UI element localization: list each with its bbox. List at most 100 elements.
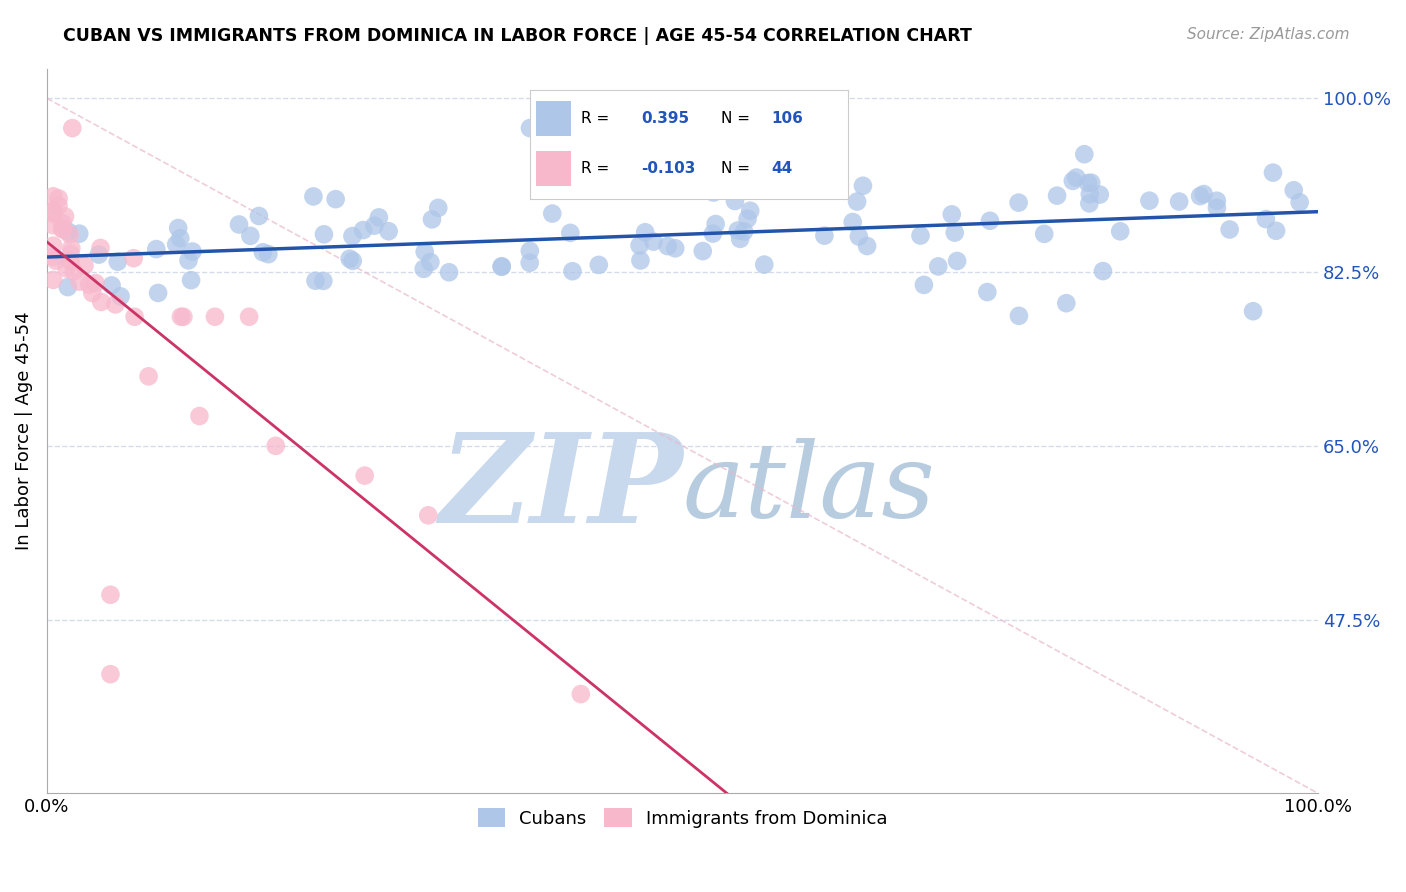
Point <box>59 247 82 261</box>
Point <box>1062 174 1084 188</box>
Point <box>53 210 76 224</box>
Point <box>90 295 112 310</box>
Point <box>856 239 879 253</box>
Point <box>634 225 657 239</box>
Point <box>73 259 96 273</box>
Point <box>1189 189 1212 203</box>
Point <box>42 250 65 264</box>
Point <box>55 261 77 276</box>
Point <box>138 369 160 384</box>
Point <box>1254 212 1277 227</box>
Point <box>740 203 762 218</box>
Point <box>169 231 191 245</box>
Point <box>412 261 434 276</box>
Point <box>252 245 274 260</box>
Point <box>239 228 262 243</box>
Point <box>100 278 122 293</box>
Point <box>630 253 652 268</box>
Point <box>52 222 75 236</box>
Point <box>413 244 436 259</box>
Point <box>238 310 260 324</box>
Point <box>167 221 190 235</box>
Point <box>67 275 90 289</box>
Point <box>42 218 65 232</box>
Point <box>42 273 65 287</box>
Point <box>188 409 211 423</box>
Point <box>42 189 65 203</box>
Point <box>1046 188 1069 202</box>
Point <box>77 277 100 292</box>
Point <box>104 297 127 311</box>
Point <box>42 238 65 252</box>
Point <box>733 224 755 238</box>
Point <box>420 212 443 227</box>
Point <box>541 206 564 220</box>
Point <box>927 260 949 274</box>
Point <box>264 439 287 453</box>
Point <box>42 204 65 219</box>
Point <box>352 223 374 237</box>
Point <box>941 207 963 221</box>
Point <box>1077 176 1099 190</box>
Point <box>754 258 776 272</box>
Point <box>702 186 724 200</box>
Point <box>1265 224 1288 238</box>
Point <box>302 189 325 203</box>
Text: Source: ZipAtlas.com: Source: ZipAtlas.com <box>1187 27 1350 42</box>
Point <box>60 121 83 136</box>
Point <box>51 216 73 230</box>
Point <box>304 274 326 288</box>
Point <box>702 227 724 241</box>
Point <box>1091 264 1114 278</box>
Point <box>67 227 90 241</box>
Point <box>181 244 204 259</box>
Point <box>165 237 187 252</box>
Point <box>841 215 863 229</box>
Point <box>48 199 70 213</box>
Point <box>1008 309 1031 323</box>
Point <box>100 667 122 681</box>
Point <box>89 241 111 255</box>
Point <box>1066 170 1088 185</box>
Point <box>228 218 250 232</box>
Point <box>561 264 583 278</box>
Point <box>946 254 969 268</box>
Point <box>312 227 335 242</box>
Point <box>1168 194 1191 209</box>
Point <box>979 214 1001 228</box>
Text: CUBAN VS IMMIGRANTS FROM DOMINICA IN LABOR FORCE | AGE 45-54 CORRELATION CHART: CUBAN VS IMMIGRANTS FROM DOMINICA IN LAB… <box>63 27 972 45</box>
Point <box>569 687 592 701</box>
Point <box>100 588 122 602</box>
Point <box>124 310 146 324</box>
Point <box>437 265 460 279</box>
Point <box>724 194 747 208</box>
Point <box>1078 196 1101 211</box>
Point <box>342 229 364 244</box>
Point <box>728 232 751 246</box>
Point <box>180 273 202 287</box>
Y-axis label: In Labor Force | Age 45-54: In Labor Force | Age 45-54 <box>15 311 32 550</box>
Point <box>51 222 73 236</box>
Point <box>427 201 450 215</box>
Point <box>1080 176 1102 190</box>
Point <box>910 228 932 243</box>
Point <box>1033 227 1056 241</box>
Point <box>519 121 541 136</box>
Point <box>59 227 82 242</box>
Point <box>87 247 110 261</box>
Point <box>339 252 361 266</box>
Point <box>110 289 132 303</box>
Point <box>363 219 385 233</box>
Point <box>60 241 83 255</box>
Point <box>170 310 193 324</box>
Point <box>419 255 441 269</box>
Point <box>737 211 759 226</box>
Point <box>1261 166 1284 180</box>
Point <box>1205 194 1227 208</box>
Point <box>852 178 875 193</box>
Point <box>692 244 714 258</box>
Point <box>664 241 686 255</box>
Point <box>353 468 375 483</box>
Point <box>177 253 200 268</box>
Point <box>643 235 665 249</box>
